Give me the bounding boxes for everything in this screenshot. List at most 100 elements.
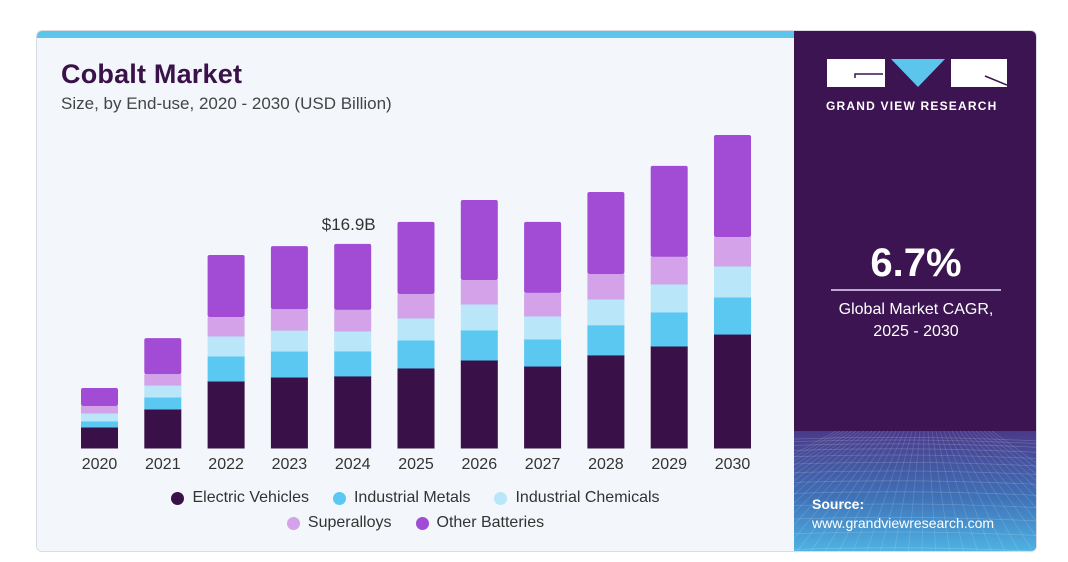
legend-label: Industrial Chemicals <box>515 489 660 506</box>
gvr-logo-icon <box>827 59 1007 87</box>
bar-industrial-metals-2030 <box>714 297 751 335</box>
chart-title: Cobalt Market <box>61 59 243 89</box>
bar-industrial-metals-2028 <box>587 324 625 356</box>
legend-label: Other Batteries <box>436 514 545 531</box>
bar-electric-vehicles-2029 <box>650 346 688 449</box>
bar-industrial-chemicals-2027 <box>524 315 562 340</box>
bar-stack-2021 <box>144 338 182 449</box>
bar-industrial-metals-2027 <box>524 339 562 367</box>
bar-stack-2027 <box>524 221 562 449</box>
legend-item-industrial-metals: Industrial Metals <box>332 489 471 507</box>
infographic-card: Cobalt Market Size, by End-use, 2020 - 2… <box>36 30 1037 552</box>
bar-industrial-chemicals-2025 <box>397 318 435 341</box>
bar-electric-vehicles-2023 <box>270 377 308 449</box>
cagr-label-line2: 2025 - 2030 <box>873 323 959 340</box>
legend-swatch-icon <box>494 491 508 505</box>
legend-swatch-icon <box>286 516 300 530</box>
bar-stack-2023 <box>270 246 308 449</box>
bar-other-batteries-2030 <box>714 135 751 238</box>
x-tick-label: 2021 <box>145 456 181 473</box>
stacked-bar-chart: 2020 2021 2022 2023 2024 $16.9B 2025 2026 2027 20… <box>81 135 751 473</box>
bar-stack-2022 <box>207 255 245 449</box>
x-tick-label: 2030 <box>715 456 751 473</box>
legend-item-superalloys: Superalloys <box>286 514 392 532</box>
legend-item-other-batteries: Other Batteries <box>415 514 545 532</box>
bar-industrial-metals-2023 <box>270 351 308 378</box>
x-tick-label: 2025 <box>398 456 434 473</box>
bar-other-batteries-2023 <box>270 246 308 310</box>
bar-other-batteries-2020 <box>81 388 118 406</box>
data-label-2024: $16.9B <box>322 215 376 234</box>
bar-electric-vehicles-2027 <box>524 366 562 449</box>
bar-superalloys-2023 <box>270 309 308 331</box>
legend-swatch-icon <box>171 491 185 505</box>
chart-subtitle: Size, by End-use, 2020 - 2030 (USD Billi… <box>61 94 392 113</box>
source-url[interactable]: www.grandviewresearch.com <box>812 515 995 531</box>
divider <box>831 289 1001 291</box>
bar-stack-2020 <box>81 388 118 449</box>
legend-item-industrial-chemicals: Industrial Chemicals <box>494 489 660 507</box>
bar-electric-vehicles-2024 <box>334 375 372 449</box>
bar-superalloys-2024 <box>334 309 372 332</box>
bar-industrial-metals-2024 <box>334 350 372 377</box>
bar-superalloys-2025 <box>397 293 435 319</box>
side-panel: GRAND VIEW RESEARCH 6.7% Global Market C… <box>794 31 1036 551</box>
bar-industrial-chemicals-2028 <box>587 298 625 326</box>
bar-superalloys-2027 <box>524 292 562 317</box>
cagr-label: Global Market CAGR, 2025 - 2030 <box>794 299 1036 343</box>
bar-industrial-metals-2020 <box>81 420 118 428</box>
bar-stack-2028 <box>587 191 625 449</box>
bar-superalloys-2022 <box>207 317 245 337</box>
legend-label: Electric Vehicles <box>192 489 309 506</box>
bar-other-batteries-2025 <box>397 221 435 294</box>
bar-other-batteries-2027 <box>524 221 562 293</box>
bar-industrial-metals-2026 <box>460 329 498 361</box>
legend-item-electric-vehicles: Electric Vehicles <box>171 489 309 507</box>
bar-other-batteries-2021 <box>144 338 182 375</box>
legend-swatch-icon <box>415 516 429 530</box>
bar-electric-vehicles-2020 <box>81 426 118 449</box>
bar-industrial-metals-2021 <box>144 397 182 410</box>
bar-industrial-chemicals-2022 <box>207 335 245 357</box>
brand-name: GRAND VIEW RESEARCH <box>826 99 998 113</box>
bar-superalloys-2021 <box>144 374 182 386</box>
bar-other-batteries-2022 <box>207 255 245 318</box>
bar-other-batteries-2028 <box>587 191 625 274</box>
bar-stack-2026 <box>460 199 498 449</box>
cagr-label-line1: Global Market CAGR, <box>838 301 994 318</box>
bar-industrial-metals-2022 <box>207 356 245 382</box>
bar-electric-vehicles-2030 <box>714 334 751 449</box>
bar-electric-vehicles-2026 <box>460 360 498 449</box>
cagr-value: 6.7% <box>870 241 962 285</box>
grid-background <box>794 430 1036 551</box>
bar-electric-vehicles-2022 <box>207 381 245 449</box>
bar-industrial-chemicals-2026 <box>460 304 498 331</box>
bar-superalloys-2026 <box>460 279 498 305</box>
x-tick-label: 2022 <box>208 456 244 473</box>
bar-superalloys-2029 <box>650 256 688 285</box>
mesh-pattern-icon <box>794 430 1036 551</box>
bar-electric-vehicles-2028 <box>587 354 625 449</box>
x-tick-label: 2023 <box>272 456 308 473</box>
bar-stack-2029 <box>650 165 688 449</box>
bar-stack-2024 <box>334 243 372 449</box>
bar-other-batteries-2029 <box>650 165 688 257</box>
bar-industrial-chemicals-2023 <box>270 330 308 352</box>
x-tick-label: 2027 <box>525 456 561 473</box>
source-label: Source: <box>812 496 865 512</box>
bar-industrial-chemicals-2030 <box>714 265 751 298</box>
bar-other-batteries-2026 <box>460 199 498 280</box>
x-tick-label: 2024 <box>335 456 371 473</box>
bar-superalloys-2020 <box>81 405 118 414</box>
bar-industrial-chemicals-2024 <box>334 330 372 352</box>
bar-superalloys-2030 <box>714 237 751 267</box>
bar-industrial-metals-2025 <box>397 339 435 369</box>
bar-industrial-metals-2029 <box>650 311 688 347</box>
accent-bar <box>37 31 794 38</box>
legend-row-1: Electric Vehicles Industrial Metals Indust… <box>37 489 794 507</box>
bar-other-batteries-2024 <box>334 243 372 310</box>
bar-stack-2025 <box>397 221 435 449</box>
x-tick-label: 2026 <box>462 456 498 473</box>
legend-label: Industrial Metals <box>353 489 471 506</box>
bar-stack-2030 <box>714 135 751 449</box>
